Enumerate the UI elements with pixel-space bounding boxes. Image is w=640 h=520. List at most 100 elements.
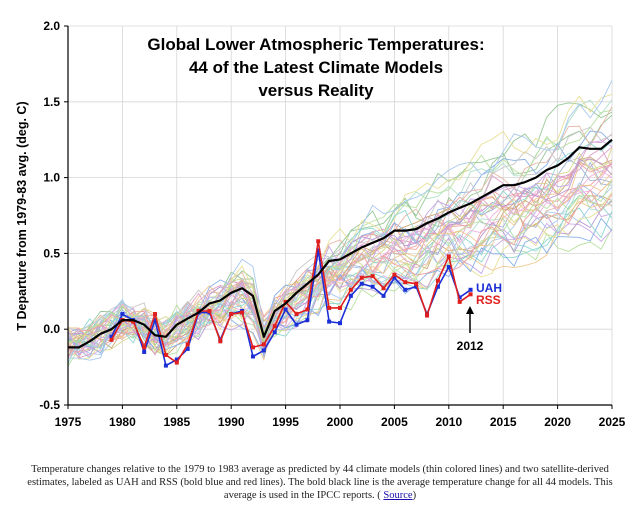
x-tick-label: 1995 [272, 415, 299, 429]
uah-point [153, 318, 158, 323]
uah-point [305, 318, 310, 323]
chart-axes [64, 25, 613, 409]
rss-point [446, 254, 451, 259]
x-tick-label: 2005 [381, 415, 408, 429]
uah-point [294, 322, 299, 327]
x-tick-label: 2025 [599, 415, 626, 429]
rss-point [348, 287, 353, 292]
rss-point [207, 309, 212, 314]
uah-point [381, 293, 386, 298]
x-tick-label: 2000 [327, 415, 354, 429]
rss-label: RSS [476, 293, 501, 307]
uah-point [403, 287, 408, 292]
rss-point [240, 310, 245, 315]
rss-point [435, 278, 440, 283]
model-line [67, 195, 613, 357]
rss-point [392, 272, 397, 277]
x-tick-label: 2010 [435, 415, 462, 429]
rss-point [250, 345, 255, 350]
chart-title-line-1: Global Lower Atmospheric Temperatures: [147, 35, 484, 54]
y-tick-label: 1.5 [43, 95, 60, 109]
uah-point [327, 319, 332, 324]
x-tick-label: 1975 [55, 415, 82, 429]
uah-series-line [110, 249, 472, 367]
y-tick-label: 2.0 [43, 19, 60, 33]
model-lines [67, 80, 613, 367]
rss-point [218, 339, 223, 344]
uah-point [457, 295, 462, 300]
caption-text: Temperature changes relative to the 1979… [27, 464, 613, 501]
model-line [67, 179, 613, 339]
model-line [67, 217, 613, 357]
rss-point [229, 312, 234, 317]
series-lines [68, 138, 613, 368]
rss-point [338, 305, 342, 310]
uah-point [163, 363, 168, 368]
tick-labels: 1975 1980 1985 1990 1995 2000 2005 2010 2015 2020… [39, 19, 625, 429]
mean-series-line [68, 138, 613, 349]
uah-point [446, 265, 451, 270]
y-tick-label: 0.5 [43, 246, 60, 260]
uah-point [370, 284, 375, 289]
year-2012-arrowhead [466, 306, 474, 314]
uah-point [435, 284, 440, 289]
uah-point [120, 312, 125, 317]
model-line [67, 152, 613, 347]
rss-point [163, 352, 168, 357]
uah-point [359, 281, 364, 286]
figure-caption: Temperature changes relative to the 1979… [10, 463, 630, 502]
rss-point [185, 342, 190, 347]
uah-point [392, 275, 397, 280]
rss-point [414, 281, 419, 286]
x-tick-label: 1980 [109, 415, 136, 429]
uah-point [468, 287, 473, 292]
climate-chart: 1975 1980 1985 1990 1995 2000 2005 2010 2015 2020… [15, 19, 626, 429]
caption-close: ) [412, 490, 417, 501]
rss-point [327, 305, 332, 310]
rss-point [261, 342, 266, 347]
rss-point [153, 312, 158, 317]
x-tick-label: 2020 [544, 415, 571, 429]
uah-point [250, 354, 255, 359]
rss-series-line [110, 240, 472, 364]
uah-point [283, 307, 288, 312]
source-link[interactable]: Source [383, 490, 413, 501]
uah-point [316, 248, 321, 253]
x-tick-label: 2015 [490, 415, 517, 429]
rss-point [174, 360, 179, 365]
uah-point [185, 346, 190, 351]
rss-point [468, 292, 473, 297]
rss-point [142, 345, 147, 350]
rss-point [370, 274, 375, 279]
rss-point [294, 312, 299, 317]
y-tick-label: 1.0 [43, 171, 60, 185]
uah-point [142, 349, 147, 354]
y-axis-label: T Departure from 1979-83 avg. (deg. C) [15, 101, 29, 330]
uah-point [272, 330, 277, 335]
model-line [67, 147, 613, 359]
y-tick-label: 0.0 [43, 322, 60, 336]
uah-point [261, 348, 266, 353]
rss-point [196, 309, 201, 314]
model-line [67, 189, 613, 350]
chart-title-line-3: versus Reality [258, 81, 374, 100]
chart-title-line-2: 44 of the Latest Climate Models [189, 58, 443, 77]
rss-point [272, 324, 277, 329]
uah-point [174, 357, 179, 362]
rss-point [359, 275, 364, 280]
x-tick-label: 1990 [218, 415, 245, 429]
x-tick-label: 1985 [163, 415, 190, 429]
y-tick-label: -0.5 [39, 398, 60, 412]
uah-label: UAH [476, 281, 502, 295]
rss-point [305, 307, 310, 312]
uah-point [338, 321, 342, 326]
uah-point [348, 293, 353, 298]
rss-point [425, 313, 430, 318]
rss-point [131, 319, 136, 324]
rss-point [457, 299, 462, 304]
rss-point [381, 286, 386, 291]
rss-point [316, 239, 321, 244]
year-2012-label: 2012 [457, 339, 484, 353]
uah-point [109, 334, 114, 339]
model-line [67, 93, 613, 360]
